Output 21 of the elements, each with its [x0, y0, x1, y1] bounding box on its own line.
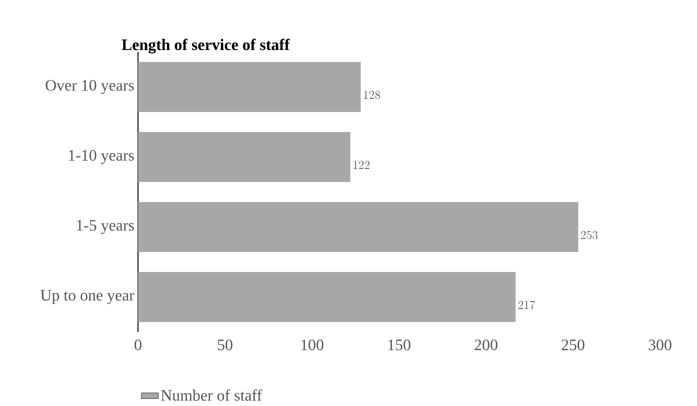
y-tick-label: Up to one year [40, 290, 134, 304]
chart-title: Length of service of staff [122, 38, 290, 54]
legend-label: Number of staff [161, 389, 262, 401]
data-label: 217 [518, 300, 536, 310]
x-tick-label: 250 [562, 339, 584, 350]
data-label: 128 [364, 90, 380, 100]
data-label: 122 [354, 160, 370, 169]
bar [138, 132, 350, 182]
bar [138, 272, 516, 322]
x-tick-label: 100 [301, 339, 324, 350]
y-tick-label: 1-10 years [69, 150, 134, 164]
x-tick-label: 50 [218, 339, 232, 350]
x-tick-label: 300 [648, 339, 672, 350]
bar [138, 202, 578, 252]
y-tick-label: 1-5 years [77, 220, 134, 234]
bar [138, 62, 361, 112]
x-tick-label: 0 [134, 339, 142, 350]
x-tick-label: 200 [474, 339, 498, 350]
data-label: 253 [581, 230, 598, 240]
x-tick-label: 150 [388, 339, 410, 350]
y-tick-label: Over 10 years [46, 80, 134, 94]
